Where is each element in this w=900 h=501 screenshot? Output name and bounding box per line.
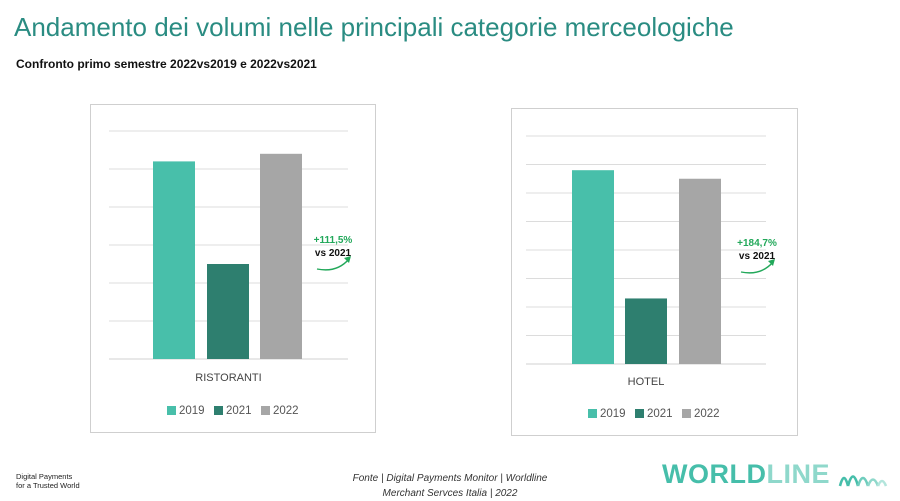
bar-2022 [260,153,302,359]
legend-swatch-2022 [261,406,270,415]
legend-label-2021: 2021 [647,408,673,420]
tagline-line-1: Digital Payments [16,472,73,481]
legend-label-2022: 2022 [273,405,299,417]
chart-ristoranti: RISTORANTI 2019 2021 2022 +111,5% vs 2021 [90,104,376,433]
legend-label-2021: 2021 [226,405,252,417]
source-line-1: Fonte | Digital Payments Monitor | World… [352,473,548,484]
chart-svg: HOTEL 2019 2021 2022 +184,7% vs 2021 [526,135,777,420]
category-label: RISTORANTI [195,372,261,384]
bar-2021 [207,264,249,359]
footer-tagline: Digital Payments for a Trusted World [16,472,80,490]
trend-arrow-icon [316,258,350,271]
page-title: Andamento dei volumi nelle principali ca… [14,12,734,42]
annotation-percent: +111,5% [314,235,353,246]
legend-swatch-2021 [214,406,223,415]
trend-arrowhead-icon [344,256,351,263]
trend-arrow-icon [740,261,774,274]
source-line-2: Merchant Servces Italia | 2022 [382,488,518,499]
trend-arrowhead-icon [768,259,775,266]
legend-swatch-2022 [682,409,691,418]
category-label: HOTEL [628,376,665,388]
legend-swatch-2021 [635,409,644,418]
bar-2019 [153,161,195,359]
legend-swatch-2019 [588,409,597,418]
tagline-line-2: for a Trusted World [16,481,80,490]
chart-svg: RISTORANTI 2019 2021 2022 +111,5% vs 2021 [109,130,353,417]
legend-label-2019: 2019 [179,405,205,417]
annotation-text: vs 2021 [739,251,776,262]
worldline-logo: WORLDLINE [662,459,888,490]
legend-label-2019: 2019 [600,408,626,420]
bar-2022 [679,178,721,364]
annotation-text: vs 2021 [315,248,352,259]
logo-wordmark: WORLDLINE [662,459,830,489]
chart-hotel: HOTEL 2019 2021 2022 +184,7% vs 2021 [511,108,798,436]
legend-swatch-2019 [167,406,176,415]
bar-2021 [625,298,667,364]
bar-2019 [572,170,614,364]
worldline-waves-icon [838,474,888,487]
legend-label-2022: 2022 [694,408,720,420]
annotation-percent: +184,7% [737,238,777,249]
footer-source: Fonte | Digital Payments Monitor | World… [330,471,570,501]
page-subtitle: Confronto primo semestre 2022vs2019 e 20… [16,57,317,71]
